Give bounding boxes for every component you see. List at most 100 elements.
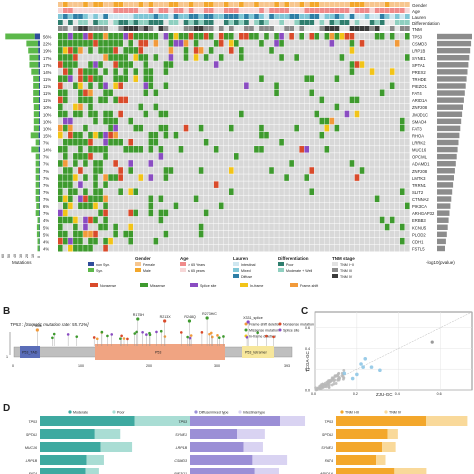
track-cell — [208, 2, 214, 7]
mutation-cell — [73, 117, 78, 125]
track-cell — [364, 26, 370, 31]
mutation-cell — [178, 237, 184, 245]
mutation-cell — [173, 216, 179, 224]
mutation-cell — [218, 223, 224, 231]
mutation-cell — [304, 174, 310, 181]
mutation-cell — [213, 146, 219, 153]
track-cell — [148, 20, 154, 25]
mutation-cell — [123, 160, 128, 167]
mutation-cell — [163, 33, 169, 40]
mutation-cell — [314, 244, 320, 252]
mutation-cell — [254, 47, 259, 54]
mutation-cell — [58, 195, 63, 203]
track-cell — [168, 2, 174, 7]
mutation-cell — [324, 230, 330, 238]
track-cell — [68, 8, 73, 13]
mutation-cell — [249, 174, 254, 181]
hotspot-label: R248Q — [184, 315, 196, 319]
track-cell — [389, 8, 395, 13]
mutation-cell — [319, 160, 325, 167]
panel-d-gene-label: TP53 — [28, 420, 37, 424]
mutation-cell — [83, 195, 88, 203]
mutation-cell — [339, 89, 345, 97]
mutation-cell — [249, 138, 254, 146]
track-cell — [259, 2, 264, 7]
mutation-cell — [108, 61, 113, 68]
mutation-cell — [384, 181, 390, 188]
track-cell — [254, 8, 259, 13]
mutation-cell — [168, 216, 174, 224]
mutation-cell — [349, 82, 355, 90]
mutation-cell — [269, 167, 274, 174]
track-cell — [203, 20, 209, 25]
mutation-cell — [118, 167, 123, 174]
mutation-cell — [148, 138, 154, 146]
track-cell — [213, 14, 219, 19]
mutation-cell — [158, 61, 164, 68]
lollipop-legend: Frame-shift deletion Nonsense mutation M… — [244, 322, 314, 339]
mutation-cell — [148, 160, 154, 167]
lollipop-head — [265, 334, 268, 338]
mutation-cell — [309, 188, 315, 195]
mutation-cell — [279, 181, 284, 188]
legend-age-title: Age — [180, 256, 189, 261]
mutation-cell — [183, 202, 189, 210]
track-cell — [354, 14, 360, 19]
mutation-cell — [113, 153, 118, 160]
mutation-cell — [329, 40, 335, 47]
mutation-cell — [304, 244, 310, 252]
mutation-cell — [324, 202, 330, 210]
track-cell — [163, 14, 169, 19]
mutation-cell — [329, 174, 335, 181]
mutation-cell — [404, 195, 410, 203]
mutation-cell — [384, 188, 390, 195]
mutation-cell — [374, 47, 380, 54]
mutation-cell — [78, 61, 83, 68]
track-cell — [279, 26, 284, 31]
mutation-cell — [269, 110, 274, 118]
mutation-cell — [304, 131, 310, 139]
track-cell — [163, 8, 169, 13]
track-cell — [103, 26, 108, 31]
mutation-cell — [239, 244, 244, 252]
mutation-cell — [168, 124, 174, 132]
mutation-cell — [244, 181, 249, 188]
mutation-cell — [359, 117, 365, 125]
mutation-cell — [208, 181, 214, 188]
mutation-cell — [234, 54, 239, 61]
mutation-cell — [183, 160, 189, 167]
mutation-cell — [183, 103, 189, 111]
mutation-cell — [259, 188, 264, 195]
gene-pct: 4% — [43, 239, 49, 244]
mutation-cell — [304, 230, 310, 238]
mutation-cell — [128, 138, 134, 146]
mutation-cell — [188, 68, 194, 75]
pvalue-bar — [437, 210, 450, 216]
mutation-cell — [404, 33, 410, 40]
mutation-cell — [78, 216, 83, 224]
mutation-cell — [379, 195, 385, 203]
mutation-cell — [284, 188, 289, 195]
count-bar-syn — [33, 97, 39, 103]
mutation-cell — [359, 223, 365, 231]
mutation-cell — [374, 33, 380, 40]
panel-d-gene-label: SYNE1 — [321, 446, 333, 450]
mutation-cell — [128, 160, 134, 167]
mutation-cell — [404, 230, 410, 238]
mutation-cell — [259, 103, 264, 111]
mutation-cell — [279, 237, 284, 245]
legend-poor: Poor — [286, 263, 294, 267]
mutation-cell — [153, 82, 159, 90]
mutation-cell — [63, 33, 68, 40]
track-cell — [344, 8, 350, 13]
mutation-cell — [98, 223, 103, 231]
track-cell — [183, 26, 189, 31]
track-cell — [334, 2, 340, 7]
mutation-cell — [63, 68, 68, 75]
mutation-cell — [128, 230, 134, 238]
track-cell — [188, 14, 194, 19]
mutation-cell — [234, 153, 239, 160]
mutation-cell — [83, 244, 88, 252]
mutation-cell — [354, 153, 360, 160]
mutation-cell — [68, 68, 73, 75]
